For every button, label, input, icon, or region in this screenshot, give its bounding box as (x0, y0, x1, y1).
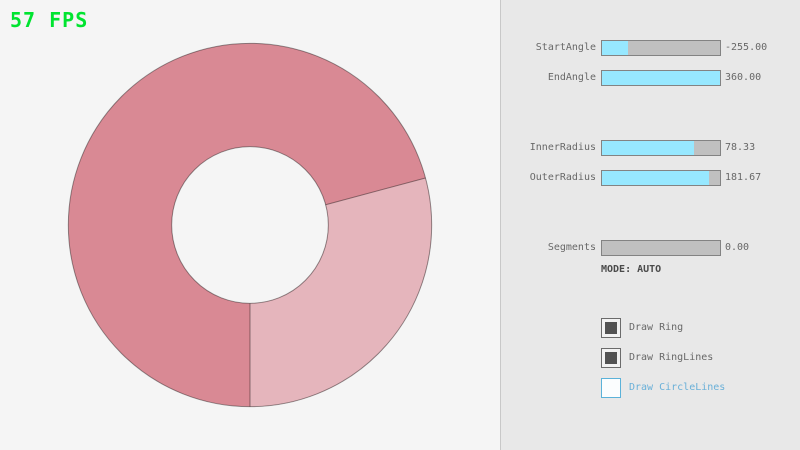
slider-row-startangle: StartAngle -255.00 (501, 40, 800, 56)
slider-row-outerradius: OuterRadius 181.67 (501, 170, 800, 186)
endangle-slider[interactable] (601, 70, 721, 86)
ring-end-line (325, 177, 426, 206)
ring-inner-line (171, 146, 329, 304)
settings-panel: StartAngle -255.00 EndAngle 360.00 Inner… (500, 0, 800, 450)
outerradius-value: 181.67 (725, 172, 762, 183)
slider-row-endangle: EndAngle 360.00 (501, 70, 800, 86)
draw-circlelines-checkbox[interactable] (601, 378, 621, 398)
ring-light-segment (250, 177, 432, 407)
outerradius-label: OuterRadius (529, 172, 596, 183)
startangle-slider-fill (602, 41, 628, 55)
outerradius-slider[interactable] (601, 170, 721, 186)
draw-ring-label: Draw Ring (629, 322, 684, 333)
ring-outer-line (67, 42, 433, 408)
innerradius-label: InnerRadius (529, 142, 596, 153)
slider-row-innerradius: InnerRadius 78.33 (501, 140, 800, 156)
checkbox-row-draw-ringlines: Draw RingLines (501, 348, 800, 368)
endangle-value: 360.00 (725, 72, 762, 83)
outerradius-slider-fill (602, 171, 710, 185)
ring-outline-lines (67, 42, 433, 408)
innerradius-value: 78.33 (725, 142, 756, 153)
segments-label: Segments (547, 242, 596, 253)
draw-ring-checkbox[interactable] (601, 318, 621, 338)
innerradius-slider-fill (602, 141, 695, 155)
endangle-slider-fill (602, 71, 720, 85)
check-mark (605, 322, 617, 334)
endangle-label: EndAngle (547, 72, 596, 83)
startangle-value: -255.00 (725, 42, 768, 53)
fps-counter: 57 FPS (10, 8, 89, 32)
segments-slider[interactable] (601, 240, 721, 256)
checkbox-row-draw-circlelines: Draw CircleLines (501, 378, 800, 398)
slider-row-segments: Segments 0.00 (501, 240, 800, 256)
check-mark (605, 352, 617, 364)
draw-ringlines-checkbox[interactable] (601, 348, 621, 368)
innerradius-slider[interactable] (601, 140, 721, 156)
startangle-label: StartAngle (535, 42, 596, 53)
checkbox-row-draw-ring: Draw Ring (501, 318, 800, 338)
ring-graphic (67, 42, 433, 408)
startangle-slider[interactable] (601, 40, 721, 56)
segments-value: 0.00 (725, 242, 750, 253)
draw-circlelines-label: Draw CircleLines (629, 382, 726, 393)
draw-ringlines-label: Draw RingLines (629, 352, 714, 363)
mode-label: MODE: AUTO (601, 264, 662, 275)
